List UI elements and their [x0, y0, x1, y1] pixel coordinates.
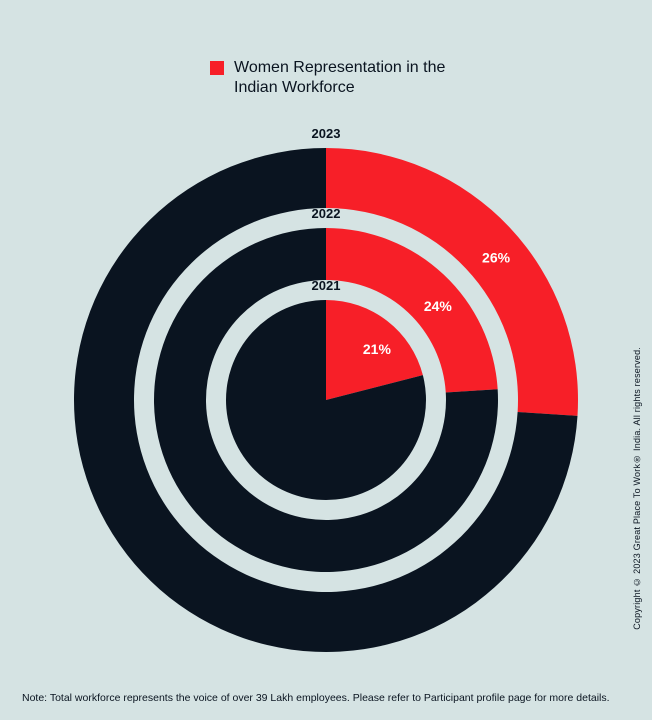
pct-label-2021: 21% — [363, 341, 392, 357]
footnote-text: Note: Total workforce represents the voi… — [22, 692, 612, 704]
nested-donut-chart: 2023 2022 2021 26% 24% 21% — [0, 110, 652, 670]
legend-label: Women Representation in the Indian Workf… — [234, 58, 474, 98]
legend: Women Representation in the Indian Workf… — [210, 58, 474, 98]
year-label-2021: 2021 — [312, 278, 341, 293]
pct-label-2023: 26% — [482, 249, 511, 265]
year-label-2022: 2022 — [312, 206, 341, 221]
pct-label-2022: 24% — [424, 298, 453, 314]
year-label-2023: 2023 — [312, 126, 341, 141]
legend-swatch — [210, 61, 224, 75]
copyright-text: Copyright © 2023 Great Place To Work® In… — [632, 347, 642, 630]
